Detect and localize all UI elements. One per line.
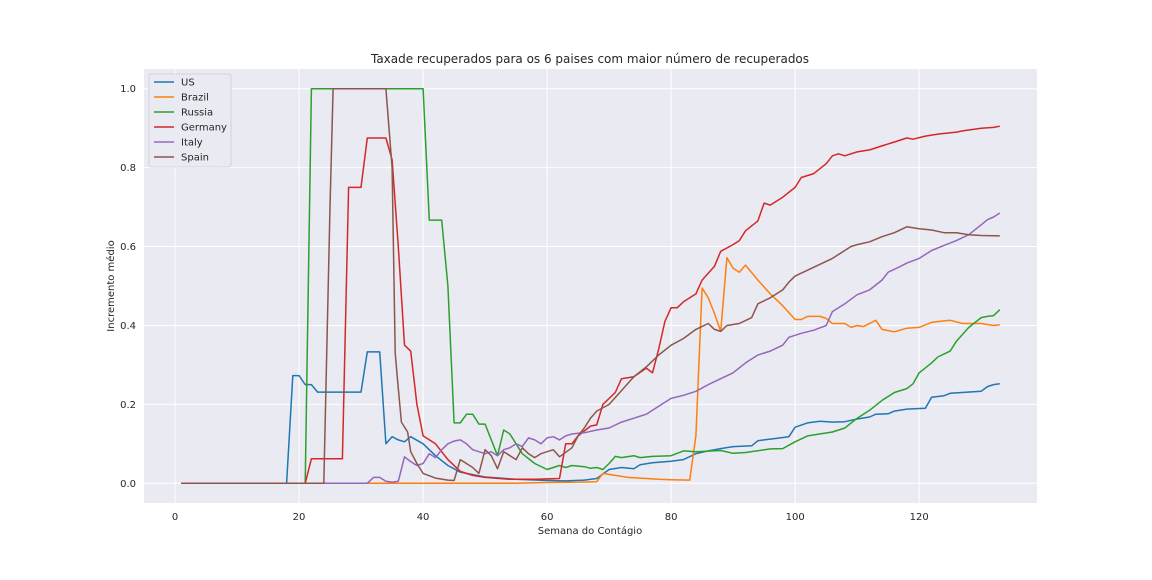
- legend-label-russia: Russia: [181, 108, 213, 119]
- grid: [144, 69, 1037, 503]
- series-line-russia: [181, 87, 1001, 485]
- legend-label-us: US: [181, 78, 195, 89]
- x-axis-label: Semana do Contágio: [538, 525, 642, 537]
- legend: US Brazil Russia Germany Italy Spain: [148, 73, 232, 168]
- legend-label-spain: Spain: [181, 153, 209, 164]
- x-tick-label: 80: [665, 512, 678, 523]
- y-tick-label: 0.4: [120, 321, 136, 332]
- y-tick-label: 0.0: [120, 479, 136, 490]
- series-lines: [181, 87, 1001, 485]
- series-line-germany: [181, 125, 1000, 485]
- x-tick-label: 40: [417, 512, 430, 523]
- x-tick-label: 120: [910, 512, 929, 523]
- legend-label-germany: Germany: [181, 123, 227, 134]
- y-tick-label: 0.6: [120, 242, 136, 253]
- x-tick-label: 100: [786, 512, 805, 523]
- y-tick-label: 0.2: [120, 400, 136, 411]
- y-axis-label: Incremento médio: [105, 240, 117, 331]
- series-line-italy: [181, 212, 1001, 485]
- chart-title: Taxade recuperados para os 6 paises com …: [370, 52, 809, 66]
- series-line-brazil: [181, 256, 1000, 485]
- series-line-us: [181, 351, 1000, 485]
- plot-area: [144, 69, 1037, 503]
- y-tick-label: 0.8: [120, 163, 136, 174]
- tick-labels: 0 20 40 60 80 100 120 0.0 0.2 0.4 0.6 0.8 1.0: [120, 84, 929, 523]
- x-tick-label: 0: [172, 512, 178, 523]
- legend-label-italy: Italy: [181, 138, 203, 149]
- y-tick-label: 1.0: [120, 84, 136, 95]
- x-tick-label: 20: [293, 512, 306, 523]
- x-tick-label: 60: [541, 512, 554, 523]
- legend-label-brazil: Brazil: [181, 93, 209, 104]
- series-line-spain: [181, 87, 1000, 485]
